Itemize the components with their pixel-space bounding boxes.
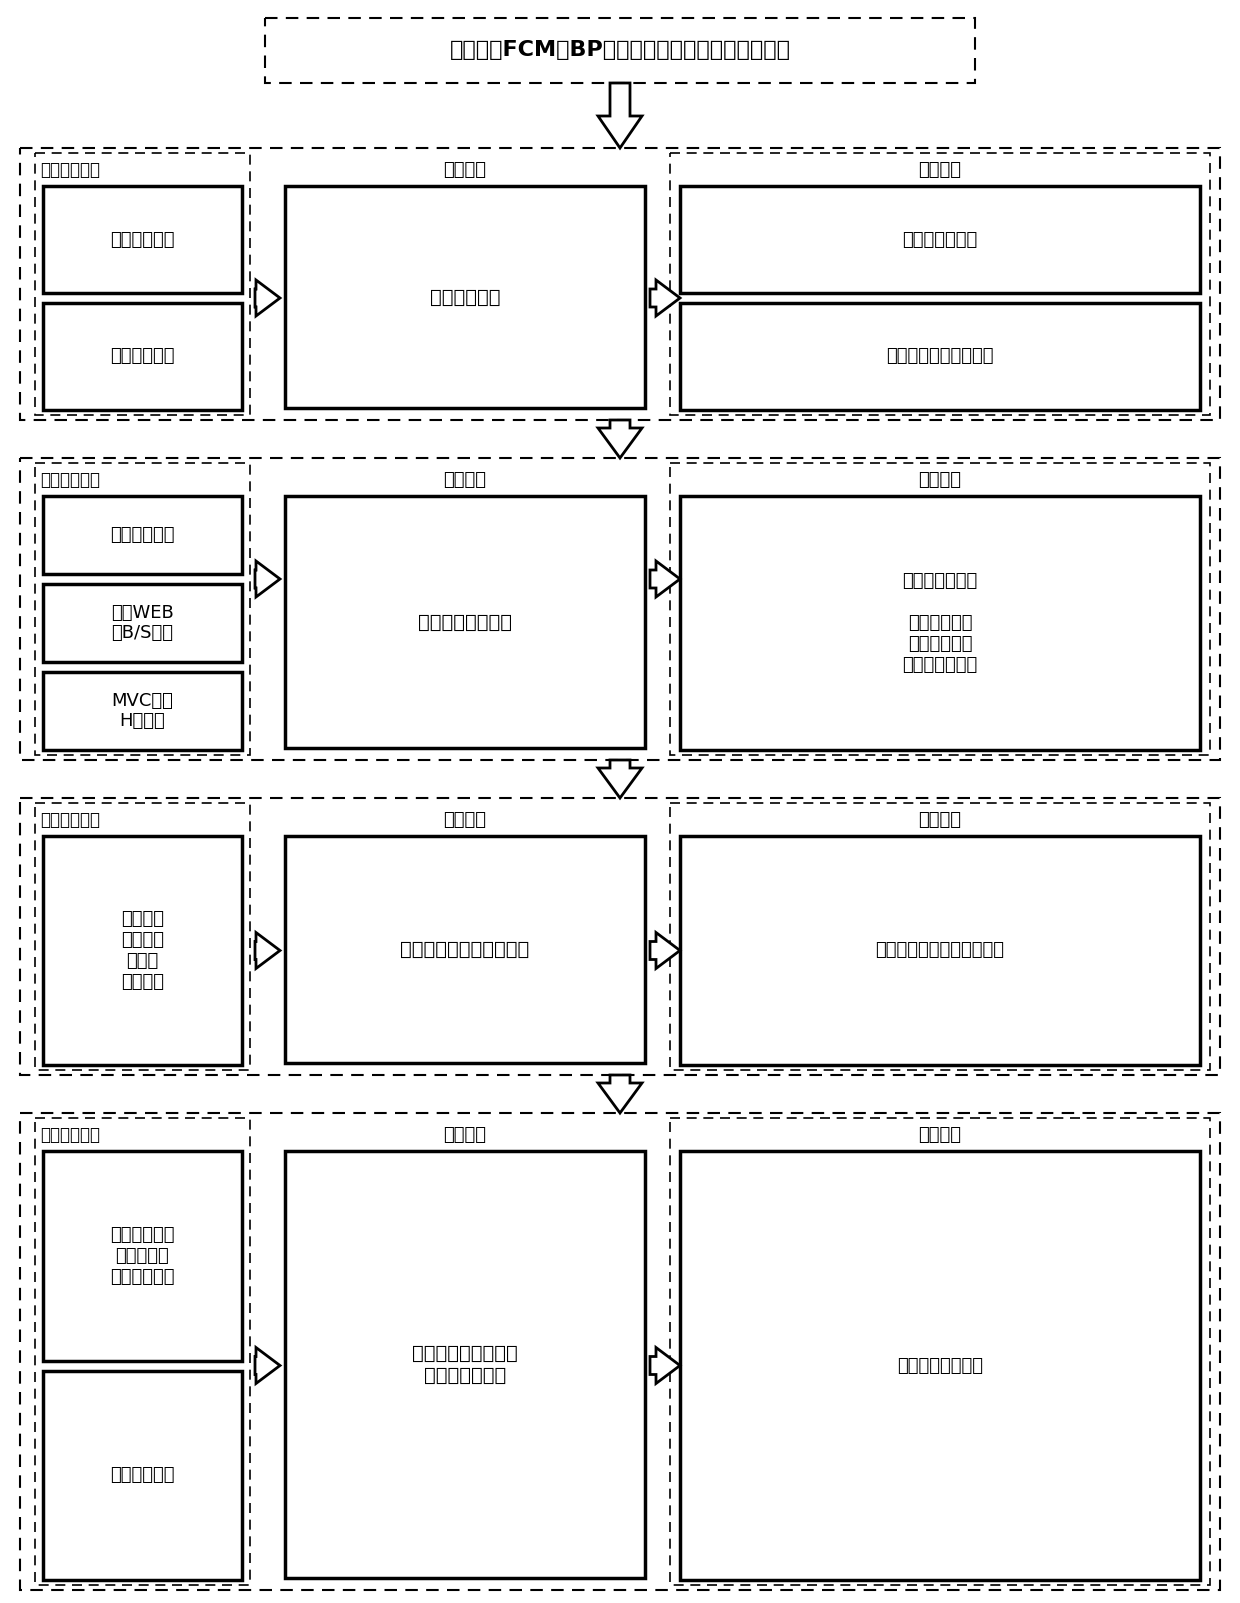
Bar: [680, 186, 1200, 293]
Text: 传感层、
传输层、
应用层
关键设计: 传感层、 传输层、 应用层 关键设计: [122, 911, 164, 991]
Text: 研究结果: 研究结果: [919, 811, 961, 829]
Text: 研究结果: 研究结果: [919, 471, 961, 489]
Text: 污水解析研究: 污水解析研究: [430, 287, 500, 306]
Bar: [670, 803, 1210, 1069]
Bar: [43, 186, 242, 293]
Polygon shape: [598, 83, 642, 147]
Bar: [265, 18, 975, 83]
Bar: [35, 803, 250, 1069]
Bar: [43, 583, 242, 662]
Text: 通信协议规则: 通信协议规则: [110, 1467, 175, 1484]
Bar: [680, 303, 1200, 410]
Text: 研究结果: 研究结果: [919, 160, 961, 180]
Text: 水质监测物联网系统架构: 水质监测物联网系统架构: [401, 939, 529, 959]
Polygon shape: [255, 1348, 280, 1383]
Polygon shape: [598, 1076, 642, 1112]
Bar: [35, 463, 250, 755]
Polygon shape: [598, 760, 642, 798]
Text: MVC模式
H层框架: MVC模式 H层框架: [112, 691, 174, 731]
Text: 污水监测物联网系统
信息采集与传递: 污水监测物联网系统 信息采集与传递: [412, 1343, 518, 1385]
Bar: [285, 1151, 645, 1577]
Text: 主要研究方法: 主要研究方法: [40, 471, 100, 489]
Bar: [35, 1117, 250, 1585]
Bar: [285, 495, 645, 749]
Text: 多种来源废水检测研究: 多种来源废水检测研究: [887, 348, 993, 365]
Bar: [35, 152, 250, 415]
Bar: [680, 1151, 1200, 1581]
Text: 模糊聚类方法: 模糊聚类方法: [110, 231, 175, 248]
Text: 主要工艺技术: 主要工艺技术: [40, 1125, 100, 1145]
Text: 基于WEB
的B/S结构: 基于WEB 的B/S结构: [112, 604, 174, 643]
Bar: [43, 303, 242, 410]
Bar: [285, 837, 645, 1063]
Bar: [20, 1112, 1220, 1590]
Text: 水污染解析研究: 水污染解析研究: [903, 231, 977, 248]
Bar: [20, 147, 1220, 420]
Bar: [43, 837, 242, 1064]
Text: 面向对象方法: 面向对象方法: [110, 526, 175, 543]
Bar: [43, 1371, 242, 1581]
Bar: [670, 152, 1210, 415]
Text: 研究问题: 研究问题: [444, 811, 486, 829]
Bar: [680, 837, 1200, 1064]
Polygon shape: [255, 561, 280, 596]
Bar: [43, 672, 242, 750]
Text: 建立污水监测系统: 建立污水监测系统: [897, 1356, 983, 1374]
Text: 研究结果: 研究结果: [919, 1125, 961, 1145]
Bar: [680, 495, 1200, 750]
Bar: [670, 463, 1210, 755]
Polygon shape: [650, 281, 680, 316]
Bar: [670, 1117, 1210, 1585]
Text: 主要研究方法: 主要研究方法: [40, 160, 100, 180]
Text: 水质监测管理平台: 水质监测管理平台: [418, 612, 512, 632]
Bar: [285, 186, 645, 409]
Bar: [20, 798, 1220, 1076]
Polygon shape: [650, 933, 680, 968]
Text: 神经网络方法: 神经网络方法: [110, 348, 175, 365]
Text: 建立污水监测系统硬件架构: 建立污水监测系统硬件架构: [875, 941, 1004, 960]
Polygon shape: [650, 561, 680, 596]
Polygon shape: [598, 420, 642, 458]
Text: 研究问题: 研究问题: [444, 160, 486, 180]
Polygon shape: [255, 933, 280, 968]
Text: 研究问题: 研究问题: [444, 471, 486, 489]
Text: 水质传感器、
微控制器、
无线模块设计: 水质传感器、 微控制器、 无线模块设计: [110, 1226, 175, 1286]
Text: 一种基于FCM和BP算法的污水监测系统的建立过程: 一种基于FCM和BP算法的污水监测系统的建立过程: [449, 40, 791, 61]
Text: 废水源管理模块

数据编辑模块
数据查询模块
污染源解析模块: 废水源管理模块 数据编辑模块 数据查询模块 污染源解析模块: [903, 572, 977, 673]
Text: 研究问题: 研究问题: [444, 1125, 486, 1145]
Bar: [43, 495, 242, 574]
Text: 主要工艺技术: 主要工艺技术: [40, 811, 100, 829]
Bar: [43, 1151, 242, 1361]
Polygon shape: [255, 281, 280, 316]
Polygon shape: [650, 1348, 680, 1383]
Bar: [20, 458, 1220, 760]
